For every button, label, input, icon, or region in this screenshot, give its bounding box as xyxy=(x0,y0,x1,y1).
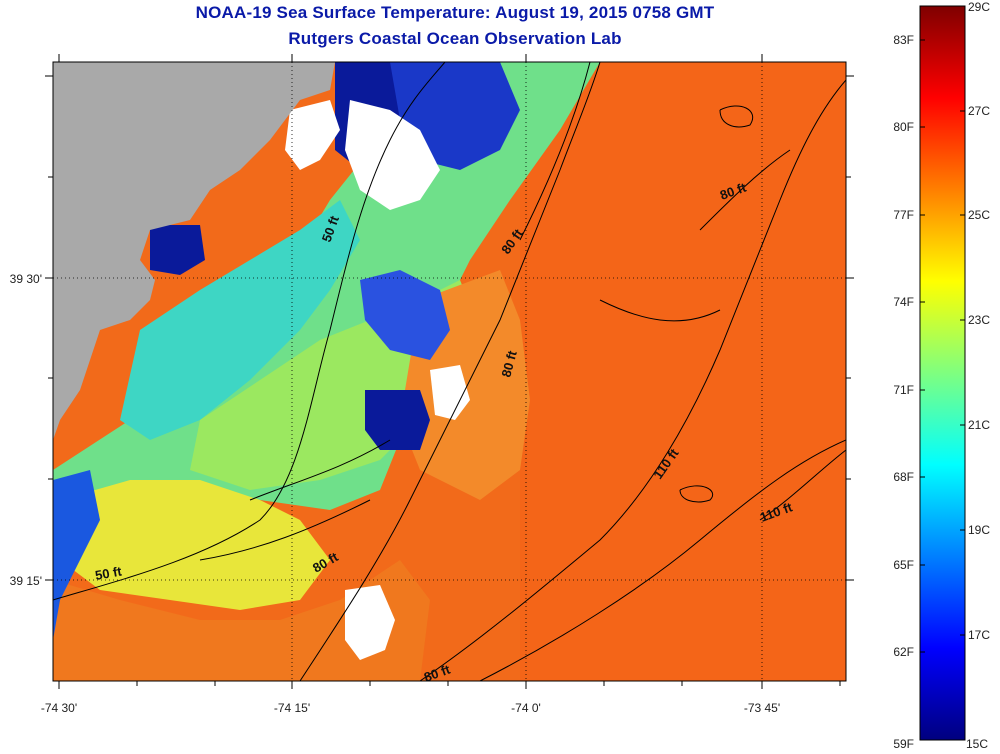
warm-offshore-zone xyxy=(520,62,846,681)
lat-label: 39 15' xyxy=(10,574,42,588)
lat-label: 39 30' xyxy=(10,272,42,286)
cloud-patch-mid xyxy=(430,365,470,420)
colorbar-f-label: 74F xyxy=(893,295,914,309)
lon-label: -74 0' xyxy=(511,701,541,715)
colorbar-c-label: 21C xyxy=(968,418,990,432)
blue-patch-east xyxy=(360,270,450,360)
colorbar-c-label: 29C xyxy=(968,0,990,14)
axis-ticks xyxy=(45,54,854,689)
cloud-patch-northwest xyxy=(285,100,340,170)
contour-label: 80 ft xyxy=(498,348,520,378)
cloud-patch-north xyxy=(345,100,440,210)
colorbar-ticks xyxy=(920,5,965,653)
land-new-jersey xyxy=(53,62,335,440)
colorbar-f-label: 62F xyxy=(893,645,914,659)
nearshore-cool-band xyxy=(53,62,600,560)
cyan-zone xyxy=(120,200,360,440)
colorbar-f-label: 77F xyxy=(893,208,914,222)
colorbar-f-label: 80F xyxy=(893,120,914,134)
colorbar-c-label: 19C xyxy=(968,523,990,537)
orange-south-zone xyxy=(53,560,430,681)
lon-label: -74 15' xyxy=(274,701,310,715)
grid-lines xyxy=(53,62,846,681)
cloud-patch-south xyxy=(345,585,395,660)
lon-label: -74 30' xyxy=(41,701,77,715)
lon-label: -73 45' xyxy=(744,701,780,715)
colorbar-c-label: 17C xyxy=(968,628,990,642)
colorbar-f-label: 59F xyxy=(893,737,914,751)
map-title: NOAA-19 Sea Surface Temperature: August … xyxy=(195,3,715,22)
colorbar-f-label: 68F xyxy=(893,470,914,484)
colorbar-c-label: 25C xyxy=(968,208,990,222)
map-border xyxy=(52,61,847,682)
colorbar-f-label: 71F xyxy=(893,383,914,397)
cold-patch-west xyxy=(150,225,205,275)
bathymetry-contours xyxy=(53,62,846,681)
cold-patch-mid xyxy=(365,390,430,450)
colorbar-f-label: 65F xyxy=(893,558,914,572)
colorbar-c-label: 15C xyxy=(966,737,988,751)
colorbar xyxy=(919,5,966,741)
map-subtitle: Rutgers Coastal Ocean Observation Lab xyxy=(288,29,622,48)
contour-label: 50 ft xyxy=(94,563,124,583)
colorbar-c-label: 23C xyxy=(968,313,990,327)
colorbar-f-label: 83F xyxy=(893,33,914,47)
colorbar-c-label: 27C xyxy=(968,104,990,118)
blue-patch-south xyxy=(53,470,100,640)
